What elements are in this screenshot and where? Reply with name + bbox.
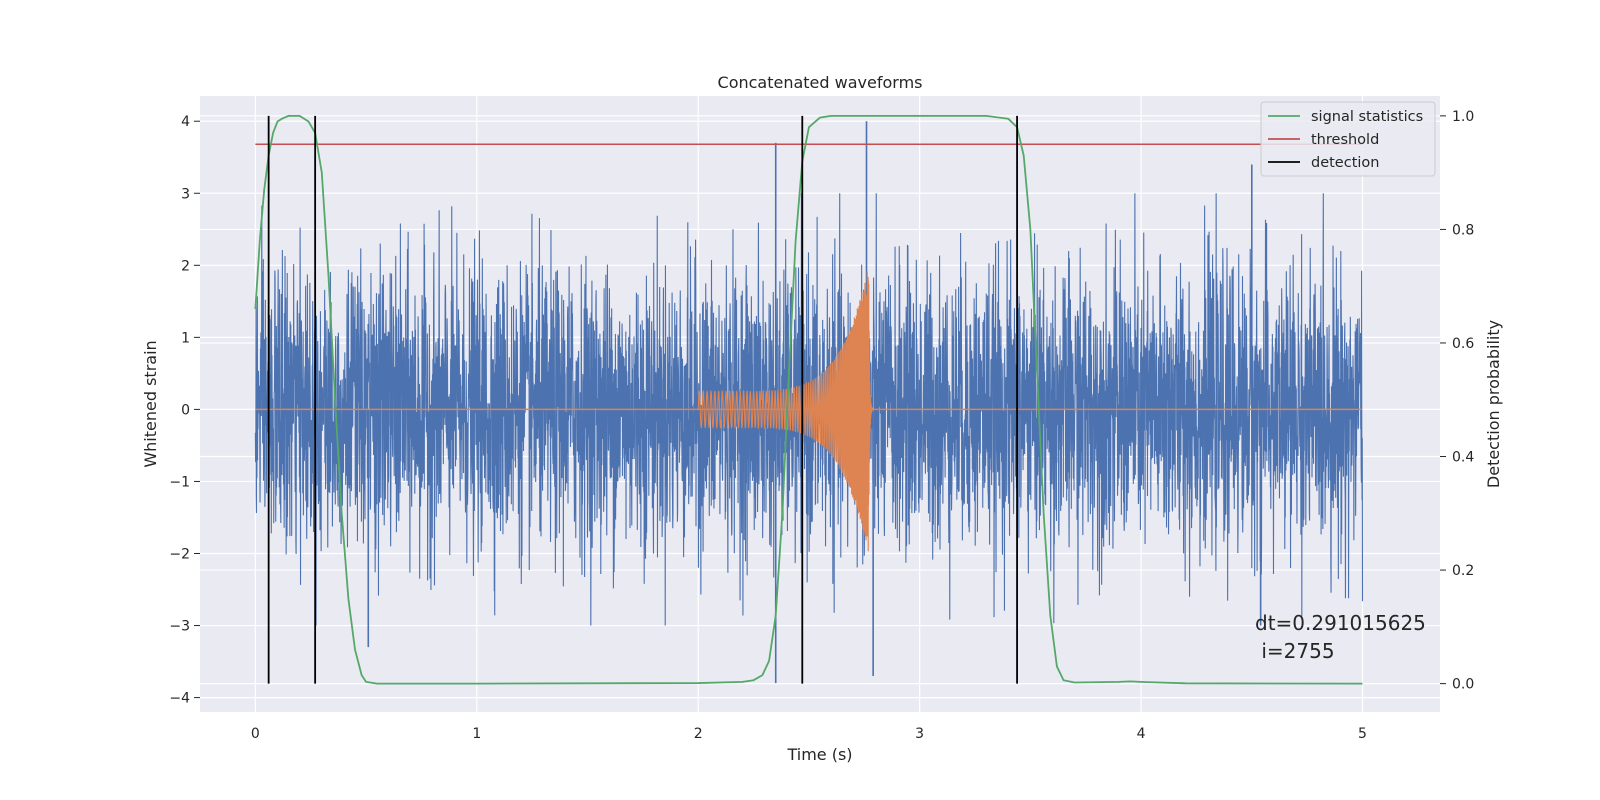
tick-label-y: 0: [181, 402, 190, 418]
signal-statistics-line: [254, 114, 1363, 685]
plot-area: [254, 114, 1364, 685]
legend: signal statistics threshold detection: [1260, 101, 1436, 177]
tick-label-y: 1: [181, 330, 190, 346]
tick-label-y-right: 0.4: [1452, 450, 1474, 466]
annotation-i: i=2755: [1255, 639, 1335, 663]
ticks-right: 0.0 0.2 0.4 0.6 0.8 1.0: [1440, 109, 1474, 693]
y-axis-label: Whitened strain: [141, 340, 160, 467]
y-axis-label-right: Detection probability: [1484, 320, 1503, 488]
tick-label-y-right: 0.2: [1452, 563, 1474, 579]
tick-label-x: 5: [1358, 726, 1367, 742]
ticks-left: −4 −3 −2 −1 0 1 2 3 4: [169, 114, 200, 707]
tick-label-y: 2: [181, 258, 190, 274]
legend-frame: [1260, 101, 1436, 177]
tick-label-y-right: 1.0: [1452, 109, 1474, 125]
tick-label-x: 2: [694, 726, 703, 742]
tick-label-x: 4: [1137, 726, 1146, 742]
strain-line: [254, 193, 1364, 626]
chart-title: Concatenated waveforms: [718, 73, 923, 92]
tick-label-x: 1: [472, 726, 481, 742]
tick-label-y: 4: [181, 114, 190, 130]
tick-label-y: 3: [181, 186, 190, 202]
tick-label-y-right: 0.6: [1452, 336, 1474, 352]
legend-label-detection: detection: [1311, 155, 1379, 171]
tick-label-y: −4: [169, 691, 190, 707]
legend-label-threshold: threshold: [1311, 132, 1379, 148]
legend-label-signal-statistics: signal statistics: [1311, 109, 1423, 125]
tick-label-y-right: 0.0: [1452, 677, 1474, 693]
x-axis-label: Time (s): [786, 745, 852, 764]
tick-label-y: −3: [169, 619, 190, 635]
tick-label-x: 0: [251, 726, 260, 742]
tick-label-y-right: 0.8: [1452, 222, 1474, 238]
ticks-x: 0 1 2 3 4 5: [251, 726, 1367, 742]
tick-label-y: −2: [169, 546, 190, 562]
annotation-dt: dt=0.291015625: [1255, 611, 1426, 635]
tick-label-x: 3: [915, 726, 924, 742]
tick-label-y: −1: [169, 474, 190, 490]
